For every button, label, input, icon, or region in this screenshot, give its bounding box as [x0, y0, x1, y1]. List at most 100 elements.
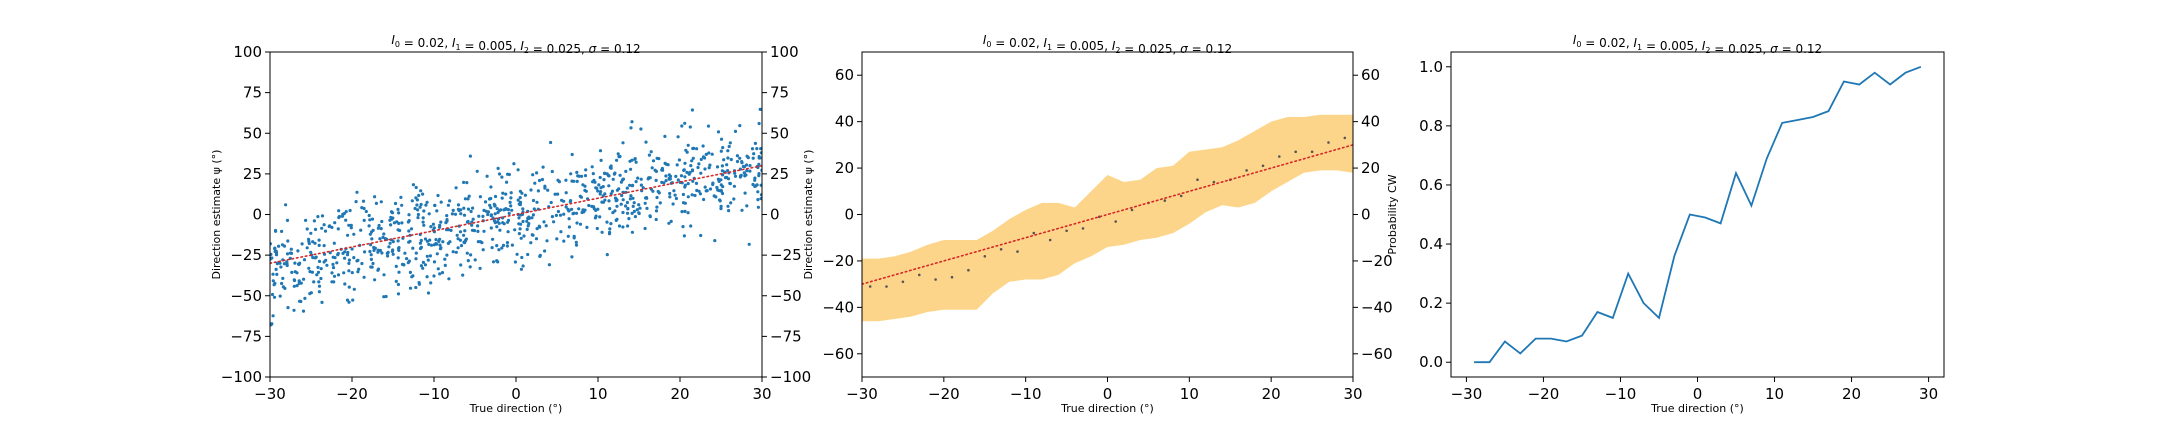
scatter-point: [446, 203, 450, 207]
scatter-point: [445, 253, 449, 257]
scatter-point: [454, 250, 458, 254]
scatter-point: [405, 257, 409, 261]
scatter-point: [373, 195, 377, 199]
scatter-point: [416, 208, 420, 212]
scatter-point: [397, 211, 401, 215]
scatter-point: [535, 171, 539, 175]
scatter-point: [756, 190, 760, 194]
scatter-point: [690, 108, 695, 112]
scatter-point: [531, 213, 536, 217]
scatter-point: [628, 183, 632, 187]
scatter-point: [658, 201, 662, 205]
scatter-point: [322, 244, 326, 248]
scatter-point: [396, 256, 400, 260]
scatter-point: [574, 211, 579, 215]
y-tick-label: 0: [844, 206, 854, 224]
y-tick-label-right: −100: [770, 368, 811, 386]
scatter-point: [526, 216, 530, 220]
scatter-point: [499, 208, 503, 212]
scatter-point: [630, 158, 634, 162]
scatter-point: [445, 218, 449, 222]
scatter-point: [423, 263, 427, 267]
mean-point: [1245, 169, 1248, 172]
scatter-point: [399, 195, 403, 199]
y-tick-label: 0.0: [1419, 353, 1443, 371]
scatter-point: [694, 181, 699, 185]
scatter-point: [507, 211, 511, 215]
scatter-point: [369, 265, 373, 269]
scatter-point: [407, 213, 411, 217]
scatter-point: [616, 152, 620, 156]
scatter-point: [695, 147, 699, 151]
scatter-point: [400, 221, 404, 225]
scatter-point: [506, 220, 510, 224]
scatter-point: [376, 248, 380, 252]
scatter-point: [502, 222, 506, 226]
scatter-point: [643, 226, 647, 231]
scatter-point: [686, 143, 690, 147]
scatter-point: [531, 198, 536, 203]
scatter-point: [290, 270, 294, 274]
scatter-point: [343, 250, 347, 254]
scatter-point: [476, 229, 480, 233]
scatter-point: [580, 210, 584, 215]
scatter-point: [651, 189, 655, 193]
scatter-point: [354, 200, 358, 204]
x-tick-label: −30: [254, 385, 286, 403]
scatter-point: [443, 257, 447, 261]
scatter-point: [438, 272, 442, 276]
scatter-point: [583, 174, 588, 178]
scatter-point: [638, 206, 642, 210]
scatter-point: [389, 215, 393, 220]
y-tick-label: 25: [243, 165, 262, 183]
scatter-point: [471, 206, 475, 210]
scatter-point: [600, 200, 604, 204]
scatter-point: [323, 229, 328, 233]
scatter-point: [408, 233, 412, 237]
scatter-point: [683, 209, 687, 213]
scatter-point: [449, 228, 453, 232]
scatter-point: [411, 274, 415, 278]
scatter-point: [706, 124, 711, 128]
chart-title: I0 = 0.02, I1 = 0.005, I2 = 0.025, σ = 0…: [391, 33, 640, 56]
scatter-point: [697, 162, 701, 166]
scatter-point: [272, 283, 276, 287]
x-tick-label: −20: [336, 385, 368, 403]
scatter-point: [630, 230, 635, 234]
scatter-point: [409, 227, 414, 231]
scatter-point: [277, 244, 281, 248]
mean-point: [1179, 194, 1183, 198]
y-tick-label: 20: [835, 159, 854, 177]
scatter-point: [496, 166, 500, 170]
scatter-point: [396, 239, 400, 243]
scatter-point: [519, 236, 523, 240]
scatter-point: [550, 215, 555, 219]
scatter-point: [361, 199, 366, 203]
scatter-point: [350, 271, 354, 275]
mean-point: [1310, 150, 1314, 154]
y-tick-label-right: −25: [770, 246, 802, 264]
scatter-point: [432, 260, 437, 264]
scatter-point: [497, 221, 501, 225]
scatter-point: [408, 270, 412, 274]
mean-point: [983, 254, 987, 258]
scatter-point: [455, 233, 459, 237]
scatter-point: [349, 223, 353, 227]
plot-area: [270, 107, 762, 327]
mean-point: [1261, 164, 1265, 168]
scatter-point: [391, 252, 395, 256]
scatter-point: [271, 314, 275, 318]
scatter-point: [498, 228, 502, 232]
scatter-point: [602, 178, 606, 182]
scatter-point: [621, 141, 625, 145]
scatter-point: [598, 175, 602, 180]
x-tick-label: 10: [1180, 385, 1199, 403]
scatter-point: [609, 192, 613, 196]
scatter-point: [333, 221, 337, 225]
scatter-point: [465, 181, 469, 185]
scatter-point: [500, 246, 504, 250]
scatter-point: [428, 254, 432, 258]
scatter-point: [421, 266, 425, 270]
scatter-point: [495, 207, 499, 211]
scatter-point: [605, 253, 609, 257]
